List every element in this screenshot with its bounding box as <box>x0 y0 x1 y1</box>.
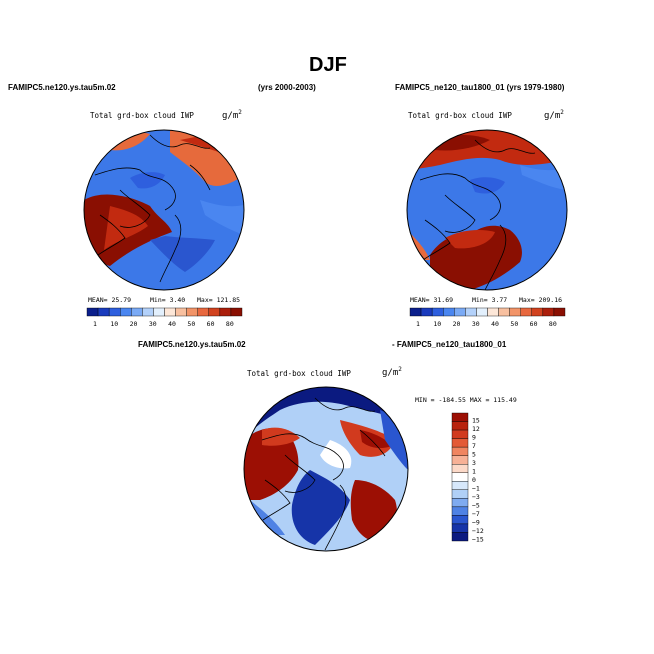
colorbar-swatch <box>451 464 469 473</box>
colorbar-tick-label: −9 <box>472 519 480 527</box>
colorbar-tick-label: 5 <box>472 450 476 458</box>
colorbar-swatch <box>451 446 469 456</box>
colorbar-tick-label: 80 <box>226 320 234 328</box>
colorbar-swatch <box>451 455 469 465</box>
colorbar-swatch <box>451 498 469 508</box>
colorbar-swatch <box>451 438 469 448</box>
colorbar-swatch <box>420 307 433 317</box>
colorbar-tick-label: 3 <box>472 459 476 467</box>
colorbar-tick-label: 10 <box>110 320 118 328</box>
colorbar-tick-label: −5 <box>472 502 480 510</box>
colorbar-swatch <box>409 307 422 317</box>
colorbar-swatch <box>498 307 510 317</box>
colorbar-tick-label: 9 <box>472 433 476 441</box>
colorbar-tick-label: 80 <box>549 320 557 328</box>
left-max-stat: Max= 121.85 <box>197 296 241 304</box>
colorbar-swatch <box>186 307 198 317</box>
colorbar-swatch <box>542 307 555 317</box>
colorbar-tick-label: 60 <box>207 320 215 328</box>
colorbar-tick-label: 7 <box>472 442 476 450</box>
colorbar-tick-label: 40 <box>491 320 499 328</box>
colorbar-swatch <box>454 307 466 317</box>
colorbar-tick-label: −1 <box>472 485 480 493</box>
colorbar-tick-label: −12 <box>472 527 484 535</box>
colorbar-tick-label: 50 <box>187 320 195 328</box>
colorbar-swatch <box>531 307 544 317</box>
colorbar-swatch <box>520 307 532 317</box>
left-colorbar: 1 10 20 30 40 50 60 80 <box>86 307 243 328</box>
colorbar-swatch <box>142 307 154 317</box>
colorbar-swatch <box>465 307 477 317</box>
colorbar-swatch <box>86 307 99 317</box>
colorbar-tick-label: 1 <box>472 467 476 475</box>
colorbar-swatch <box>219 307 232 317</box>
right-case-label: FAMIPC5_ne120_tau1800_01 (yrs 1979-1980) <box>395 83 565 92</box>
colorbar-swatch <box>509 307 521 317</box>
right-colorbar: 1 10 20 30 40 50 60 80 <box>409 307 566 328</box>
colorbar-swatch <box>451 481 469 491</box>
colorbar-tick-label: 40 <box>168 320 176 328</box>
left-years-label: (yrs 2000-2003) <box>258 83 316 92</box>
left-mean-stat: MEAN= 25.79 <box>88 296 132 304</box>
colorbar-tick-label: 10 <box>433 320 441 328</box>
colorbar-tick-label: 15 <box>472 416 480 424</box>
colorbar-swatch <box>208 307 221 317</box>
colorbar-swatch <box>153 307 165 317</box>
colorbar-tick-label: 1 <box>93 320 97 328</box>
left-case-label: FAMIPC5.ne120.ys.tau5m.02 <box>8 83 116 92</box>
colorbar-tick-label: 20 <box>130 320 138 328</box>
colorbar-tick-label: 12 <box>472 425 480 433</box>
colorbar-tick-label: 20 <box>453 320 461 328</box>
colorbar-tick-label: 50 <box>510 320 518 328</box>
colorbar-swatch <box>230 307 243 317</box>
colorbar-swatch <box>476 307 488 317</box>
colorbar-swatch <box>443 307 455 317</box>
diff-variable-label: Total grd-box cloud IWP <box>247 369 351 378</box>
colorbar-swatch <box>451 515 469 525</box>
colorbar-tick-label: 60 <box>530 320 538 328</box>
colorbar-swatch <box>451 421 469 431</box>
colorbar-swatch <box>131 307 143 317</box>
colorbar-swatch <box>97 307 110 317</box>
colorbar-tick-label: −7 <box>472 510 480 518</box>
left-variable-label: Total grd-box cloud IWP <box>90 111 194 120</box>
right-units-label: g/m2 <box>544 109 564 121</box>
colorbar-swatch <box>487 307 499 317</box>
colorbar-swatch <box>431 307 444 317</box>
colorbar-swatch <box>451 429 469 439</box>
colorbar-swatch <box>451 532 469 542</box>
colorbar-tick-label: 30 <box>472 320 480 328</box>
colorbar-swatch <box>108 307 121 317</box>
colorbar-tick-label: 1 <box>416 320 420 328</box>
colorbar-swatch <box>451 472 469 482</box>
right-mean-stat: MEAN= 31.69 <box>410 296 454 304</box>
colorbar-swatch <box>451 412 469 422</box>
page-title: DJF <box>309 54 347 76</box>
diff-case-a-label: FAMIPC5.ne120.ys.tau5m.02 <box>138 340 246 349</box>
right-min-stat: Min= 3.77 <box>472 296 508 304</box>
colorbar-tick-label: −15 <box>472 536 484 544</box>
colorbar-swatch <box>175 307 187 317</box>
diff-units-label: g/m2 <box>382 366 402 378</box>
colorbar-swatch <box>451 523 469 533</box>
right-variable-label: Total grd-box cloud IWP <box>408 111 512 120</box>
right-max-stat: Max= 209.16 <box>519 296 563 304</box>
diff-minmax-label: MIN = -184.55 MAX = 115.49 <box>415 396 517 404</box>
colorbar-tick-label: 0 <box>472 476 476 484</box>
diff-case-b-label: - FAMIPC5_ne120_tau1800_01 <box>392 340 507 349</box>
colorbar-swatch <box>451 506 469 516</box>
colorbar-swatch <box>120 307 132 317</box>
left-units-label: g/m2 <box>222 109 242 121</box>
colorbar-swatch <box>197 307 209 317</box>
colorbar-tick-label: −3 <box>472 493 480 501</box>
colorbar-tick-label: 30 <box>149 320 157 328</box>
colorbar-swatch <box>164 307 176 317</box>
left-min-stat: Min= 3.40 <box>150 296 186 304</box>
colorbar-swatch <box>553 307 566 317</box>
colorbar-swatch <box>451 489 469 499</box>
